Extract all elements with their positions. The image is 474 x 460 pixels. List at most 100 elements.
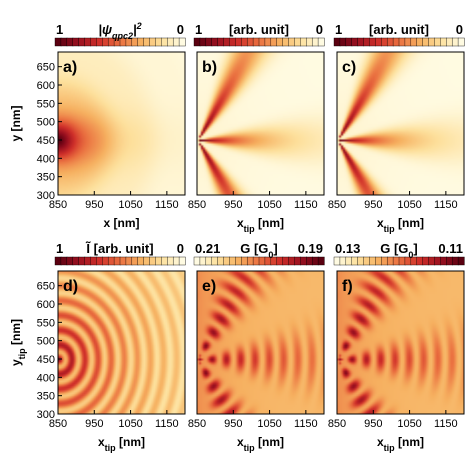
panel-d: d) 850 950 1050 1150 300 350 400 450 500 550 600 650… (9, 241, 186, 453)
heatmap-image (197, 271, 324, 414)
panel-b: b) 850 950 1050 1150 xtip [nm] 1 0 [arb. unit] (188, 22, 325, 234)
x-tick-label: 1150 (294, 199, 318, 211)
colorbar-cell (386, 37, 394, 47)
colorbar-cell (60, 256, 68, 266)
colorbar-cell (229, 37, 236, 47)
colorbar-cell (96, 256, 103, 266)
colorbar-cell (351, 256, 359, 266)
colorbar-cell (211, 256, 219, 266)
y-tick-label: 350 (37, 172, 55, 184)
colorbar-cell (270, 37, 278, 47)
x-tick-label: 1150 (434, 199, 458, 211)
colorbar-cell (306, 37, 313, 47)
colorbar-cell (107, 256, 115, 266)
y-tick-label: 650 (37, 62, 55, 74)
x-tick-label: 1050 (257, 418, 281, 430)
colorbar-cell (434, 37, 441, 47)
y-tick-label: 400 (37, 372, 55, 384)
colorbar-cell (217, 37, 225, 47)
colorbar-max-label: 0 (316, 22, 323, 37)
colorbar-cell (300, 37, 307, 47)
y-tick-label: 300 (37, 190, 55, 202)
plot-frame (57, 270, 186, 415)
colorbar-cell (172, 37, 180, 47)
colorbar-cell (422, 256, 430, 266)
colorbar-cell (246, 37, 254, 47)
colorbar-cell (223, 256, 231, 266)
y-tick-label: 450 (37, 354, 55, 366)
colorbar-min-label: 1 (195, 22, 202, 37)
colorbar-cell (398, 256, 406, 266)
colorbar-cell (229, 256, 236, 266)
heatmap-image (58, 271, 185, 414)
colorbar-cell (149, 37, 157, 47)
colorbar-cell (155, 256, 162, 266)
colorbar-cell (217, 256, 225, 266)
x-tick-label: 850 (188, 199, 206, 211)
x-tick-label: 1150 (294, 418, 318, 430)
panel-label: b) (202, 59, 217, 76)
colorbar-max-label: 0 (177, 22, 184, 37)
colorbar-max-label: 0.11 (438, 241, 463, 256)
colorbar-title: G [G0] (240, 241, 278, 260)
y-tick-label: 550 (37, 98, 55, 110)
colorbar-title: |ψqpc2|2 (98, 21, 141, 41)
colorbar-cell (345, 256, 353, 266)
x-tick-label: 850 (328, 199, 346, 211)
colorbar-cell (252, 37, 260, 47)
panel-label: e) (202, 278, 216, 295)
colorbar-max-label: 0 (177, 241, 184, 256)
colorbar-cell (84, 37, 92, 47)
heatmap-image (337, 271, 464, 414)
colorbar-cell (351, 37, 359, 47)
colorbar-cell (333, 256, 341, 266)
colorbar-cell (167, 256, 174, 266)
y-tick-label: 600 (37, 299, 55, 311)
colorbar-cell (96, 37, 103, 47)
y-tick-label: 650 (37, 281, 55, 293)
x-tick-label: 950 (224, 199, 242, 211)
colorbar-cell (300, 256, 307, 266)
colorbar-cell (392, 37, 400, 47)
y-tick-label: 400 (37, 153, 55, 165)
y-tick-label: 350 (37, 391, 55, 403)
x-tick-label: 850 (49, 199, 67, 211)
y-axis-label: ytip [nm] (9, 319, 27, 366)
y-tick-label: 550 (37, 317, 55, 329)
colorbar-cell (282, 256, 290, 266)
colorbar-cell (294, 37, 301, 47)
colorbar-cell (381, 37, 388, 47)
colorbar-cell (369, 37, 376, 47)
panel-f: f) 850 950 1050 1150 xtip [nm] 0.13 0.11 G [G0] (328, 241, 465, 453)
y-tick-label: 500 (37, 336, 55, 348)
colorbar-cell (178, 256, 186, 266)
x-tick-label: 1050 (397, 199, 421, 211)
colorbar-cell (72, 37, 80, 47)
colorbar-cell (339, 37, 347, 47)
colorbar-cell (276, 256, 284, 266)
colorbar-cell (357, 37, 365, 47)
x-tick-label: 1150 (155, 418, 179, 430)
colorbar-cell (339, 256, 347, 266)
colorbar-cell (167, 37, 174, 47)
colorbar-cell (386, 256, 394, 266)
colorbar-cell (78, 256, 86, 266)
colorbar-cell (235, 256, 242, 266)
colorbar-cell (294, 256, 301, 266)
x-tick-label: 950 (364, 418, 382, 430)
colorbar-cell (440, 256, 447, 266)
x-tick-label: 1150 (434, 418, 458, 430)
colorbar-max-label: 0 (456, 22, 463, 37)
panel-e: e) 850 950 1050 1150 xtip [nm] 0.21 0.19 G [G0] (188, 241, 325, 453)
heatmap-image (58, 52, 185, 195)
x-tick-label: 950 (85, 199, 103, 211)
y-tick-label: 600 (37, 80, 55, 92)
colorbar-title: Ĩ [arb. unit] (85, 241, 153, 256)
colorbar-cell (375, 37, 382, 47)
colorbar-cell (155, 37, 162, 47)
colorbar-cell (434, 256, 441, 266)
colorbar-cell (137, 256, 145, 266)
colorbar-cell (381, 256, 388, 266)
colorbar-cell (143, 256, 151, 266)
colorbar-cell (178, 37, 186, 47)
